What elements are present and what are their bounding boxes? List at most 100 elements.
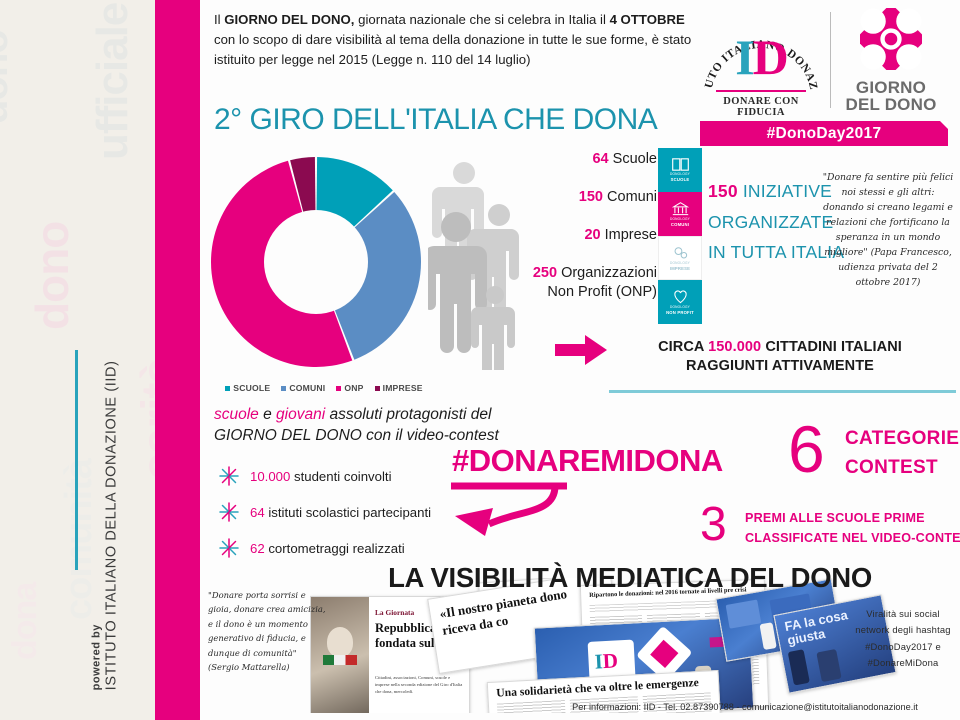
legend-label-comuni: COMUNI — [289, 383, 326, 393]
arrow-right-icon — [555, 335, 607, 365]
stat-row-scuole: 64 Scuole — [472, 150, 657, 168]
stat-label-scuole: Scuole — [612, 151, 657, 167]
book-icon — [671, 158, 689, 171]
sidebar-organization: ISTITUTO ITALIANO DELLA DONAZIONE (IID) — [103, 360, 120, 690]
asterisk-star-icon — [219, 466, 239, 486]
badge-name-scuole: SCUOLE — [670, 177, 690, 182]
stat-label-onp-2: Non Profit (ONP) — [547, 283, 657, 300]
stat-row-onp: 250 Organizzazioni Non Profit (ONP) — [472, 264, 657, 300]
badge-small-imprese: DONOLOGY — [669, 261, 691, 265]
circa-cittadini-block: CIRCA 150.000 CITTADINI ITALIANI RAGGIUNT… — [605, 338, 955, 376]
stat-label-comuni: Comuni — [607, 189, 657, 206]
chart-legend: SCUOLE COMUNI ONP IMPRESE — [206, 383, 442, 393]
bullet-num-cortometraggi: 62 — [250, 540, 265, 556]
stat-row-comuni: 150 Comuni — [472, 188, 657, 206]
contest-categories-label: CATEGORIE CONTEST — [845, 424, 959, 483]
main-content: Il GIORNO DEL DONO, giornata nazionale c… — [200, 0, 960, 720]
iid-tagline: DONARE CON FIDUCIA — [723, 96, 799, 118]
clipping-body-repubblica: Cittadini, associazioni, Comuni, scuole … — [375, 675, 463, 694]
lead-pink-scuole: scuole — [214, 406, 259, 423]
donut-chart: SCUOLE COMUNI ONP IMPRESE — [206, 152, 442, 393]
bullet-istituti: 64 istituti scolastici partecipanti — [218, 494, 518, 530]
badge-name-comuni: COMUNI — [670, 221, 690, 227]
gears-icon — [674, 247, 687, 259]
bullet-text-istituti: 64 istituti scolastici partecipanti — [250, 505, 431, 520]
stat-num-comuni: 150 — [578, 189, 603, 206]
bullet-cortometraggi: 62 cortometraggi realizzati — [218, 530, 518, 566]
circa-divider-rule — [609, 390, 956, 393]
media-collage: La Giornata Repubblica fondata sul dono … — [310, 578, 960, 713]
footer-contact: Per informazioni: IID - Tel. 02.87390788… — [572, 702, 918, 712]
asterisk-star-icon — [219, 502, 239, 522]
contest-prizes-label: PREMI ALLE SCUOLE PRIME CLASSIFICATE NEL… — [745, 508, 960, 548]
iid-logo: ISTITUTO ITALIANO DONAZIONE ID DONARE CO… — [700, 6, 822, 118]
iid-arc-text-icon: ISTITUTO ITALIANO DONAZIONE — [700, 6, 819, 91]
legend-label-onp: ONP — [344, 383, 364, 393]
intro-part-3: giornata nazionale che si celebra in Ita… — [354, 12, 610, 27]
media-section-title: LA VISIBILITÀ MEDIATICA DEL DONO — [388, 562, 872, 593]
logo-block: ISTITUTO ITALIANO DONAZIONE ID DONARE CO… — [700, 3, 948, 146]
sidebar-divider-rule — [75, 350, 78, 570]
badge-small-non-profit: DONOLOGY — [669, 305, 691, 309]
iniziative-line-3: IN TUTTA ITALIA — [708, 242, 845, 263]
people-silhouettes-icon — [428, 162, 519, 370]
legend-item-onp: ONP — [336, 383, 363, 393]
sidebar-pink-strip — [155, 0, 200, 720]
iniziative-num: 150 — [708, 181, 738, 201]
sidebar-powered-by: powered by — [90, 623, 103, 690]
bullet-studenti: 10.000 studenti coinvolti — [218, 458, 518, 494]
legend-item-comuni: COMUNI — [281, 383, 325, 393]
contest-prizes-line-2: CLASSIFICATE NEL VIDEO-CONTEST — [745, 531, 960, 546]
lead-line-2: GIORNO DEL DONO con il video-contest — [214, 426, 499, 444]
iid-letter-i: I — [735, 29, 755, 85]
badge-name-non-profit: NON PROFIT — [666, 310, 694, 315]
contest-prizes-line-1: PREMI ALLE SCUOLE PRIME — [745, 511, 925, 525]
video-contest-lead: scuole e giovani assoluti protagonisti d… — [214, 405, 524, 447]
stat-num-onp: 250 — [532, 265, 558, 282]
legend-label-imprese: IMPRESE — [382, 383, 423, 393]
iniziative-line-2: ORGANIZZATE — [708, 211, 834, 232]
bullet-label-istituti: istituti scolastici partecipanti — [264, 504, 432, 520]
circa-line-2: RAGGIUNTI ATTIVAMENTE — [686, 357, 874, 374]
asterisk-star-icon — [219, 538, 239, 558]
bullet-num-istituti: 64 — [250, 504, 265, 520]
legend-item-imprese: IMPRESE — [374, 383, 423, 393]
badge-imprese: DONOLOGY IMPRESE — [658, 236, 702, 280]
stat-num-imprese: 20 — [584, 227, 601, 244]
badge-comuni: DONOLOGY COMUNI — [658, 192, 702, 236]
iid-letter-d: D — [752, 29, 789, 85]
circa-pre: CIRCA — [658, 339, 709, 355]
iid-monogram: ID — [700, 32, 822, 82]
logo-divider — [830, 12, 831, 108]
lead-mid: e — [258, 406, 277, 423]
stats-list: 64 Scuole 150 Comuni 20 Imprese 250 Orga… — [472, 150, 657, 301]
legend-swatch-scuole — [225, 385, 231, 391]
badge-name-imprese: IMPRESE — [669, 266, 691, 271]
donut-slice-comuni — [316, 192, 422, 360]
intro-bold-gdd: GIORNO DEL DONO, — [224, 12, 355, 27]
intro-part-1: Il — [214, 12, 225, 27]
badge-scuole: DONOLOGY SCUOLE — [658, 148, 702, 192]
donaremidona-hashtag: #DONAREMIDONA — [452, 443, 723, 478]
bullet-text-studenti: 10.000 studenti coinvolti — [250, 469, 392, 484]
circa-num: 150.000 — [708, 339, 762, 355]
heart-icon — [673, 290, 687, 304]
clipping-kicker-repubblica: La Giornata — [375, 608, 415, 617]
video-contest-bullets: 10.000 studenti coinvolti 64 istituti sc… — [218, 458, 518, 566]
legend-label-scuole: SCUOLE — [233, 383, 271, 393]
category-badges: DONOLOGY SCUOLE DONOLOGY COMUNI DONOLOGY… — [658, 148, 702, 324]
giorno-del-dono-logo: GIORNO DEL DONO — [839, 3, 943, 115]
contest-categories-line-1: CATEGORIE — [845, 428, 960, 449]
gdd-line-1: GIORNO — [855, 78, 927, 97]
stat-label-imprese: Imprese — [604, 227, 657, 244]
diamond-flower-icon — [855, 3, 927, 75]
legend-swatch-imprese — [374, 385, 380, 391]
bank-icon — [671, 201, 689, 215]
gdd-line-2: DEL DONO — [845, 95, 937, 115]
bullet-num-studenti: 10.000 — [250, 468, 291, 484]
contest-prizes-number: 3 — [700, 498, 727, 551]
iniziative-line-1: 150 INIZIATIVE — [708, 176, 858, 207]
iniziative-word: INIZIATIVE — [737, 181, 833, 201]
badge-small-scuole: DONOLOGY — [669, 172, 691, 176]
